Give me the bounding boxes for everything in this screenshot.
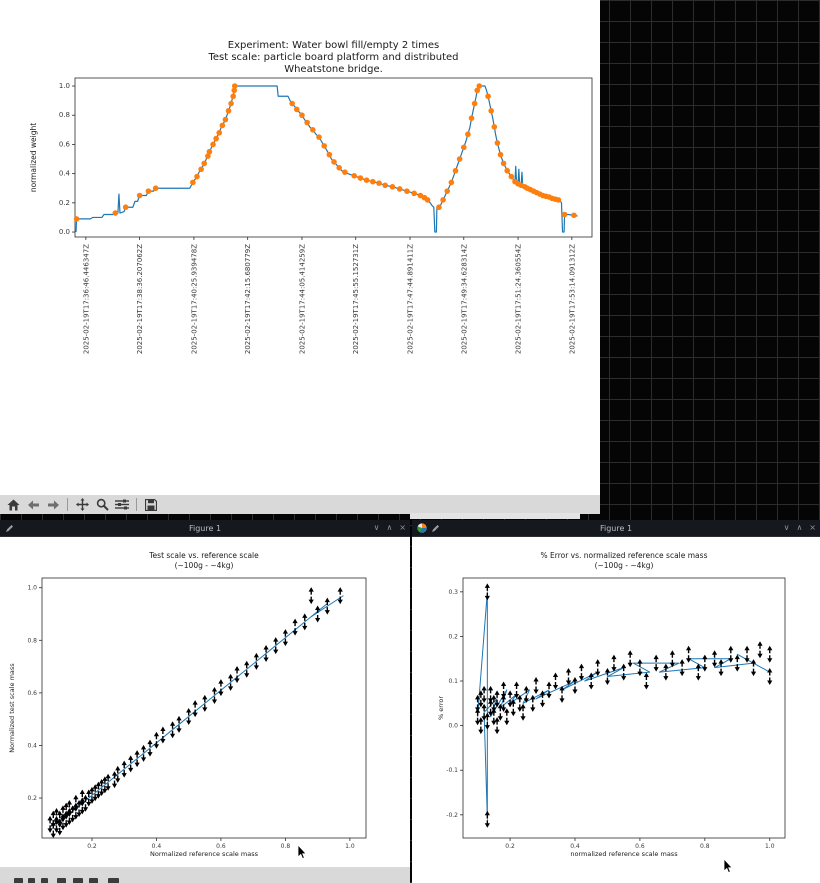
svg-text:1.0: 1.0 — [59, 82, 70, 90]
mouse-cursor — [297, 845, 308, 860]
svg-text:1.0: 1.0 — [765, 843, 775, 850]
svg-text:0.2: 0.2 — [27, 795, 37, 802]
zoom-icon[interactable] — [94, 498, 110, 512]
svg-text:0.6: 0.6 — [59, 140, 71, 148]
svg-text:Experiment: Water bowl fill/em: Experiment: Water bowl fill/empty 2 time… — [228, 40, 440, 51]
window-title: Figure 1 — [188, 523, 222, 533]
svg-text:2025-02-19T17:42:15.680779Z: 2025-02-19T17:42:15.680779Z — [244, 244, 252, 354]
svg-text:0.1: 0.1 — [448, 678, 458, 685]
partial-forward-icon[interactable] — [41, 878, 48, 883]
svg-text:0.8: 0.8 — [59, 111, 70, 119]
svg-text:0.4: 0.4 — [152, 843, 162, 850]
svg-text:2025-02-19T17:36:46.446347Z: 2025-02-19T17:36:46.446347Z — [82, 244, 90, 354]
right-chart[interactable]: % Error vs. normalized reference scale m… — [412, 537, 820, 883]
svg-text:(~100g - ~4kg): (~100g - ~4kg) — [595, 561, 654, 570]
left-window-titlebar[interactable]: Figure 1 ∨ ∧ × — [0, 520, 410, 537]
svg-text:0.2: 0.2 — [505, 843, 515, 850]
close-button[interactable]: × — [809, 523, 816, 532]
svg-text:Normalized reference scale mas: Normalized reference scale mass — [150, 850, 259, 858]
svg-text:0.2: 0.2 — [87, 843, 97, 850]
svg-text:2025-02-19T17:53:14.091312Z: 2025-02-19T17:53:14.091312Z — [568, 244, 576, 354]
svg-text:0.4: 0.4 — [570, 843, 580, 850]
right-window-titlebar[interactable]: Figure 1 ∨ ∧ × — [412, 520, 820, 537]
svg-text:2025-02-19T17:49:34.628314Z: 2025-02-19T17:49:34.628314Z — [460, 244, 468, 354]
svg-text:Wheatstone bridge.: Wheatstone bridge. — [284, 64, 383, 75]
pan-icon[interactable] — [74, 498, 90, 512]
svg-text:Test scale: particle board pla: Test scale: particle board platform and … — [207, 52, 458, 63]
mouse-cursor — [723, 859, 734, 874]
left-figure-window: Figure 1 ∨ ∧ × Test scale vs. reference … — [0, 520, 410, 883]
subplots-icon[interactable] — [114, 498, 130, 512]
toolbar-separator — [67, 498, 68, 511]
pencil-icon — [6, 524, 13, 532]
svg-text:0.8: 0.8 — [700, 843, 710, 850]
svg-text:0.4: 0.4 — [27, 742, 37, 749]
right-figure-window: Figure 1 ∨ ∧ × % Error vs. normalized re… — [412, 520, 820, 883]
svg-text:0.6: 0.6 — [635, 843, 645, 850]
svg-text:1.0: 1.0 — [27, 585, 37, 592]
svg-text:Normalized test scale mass: Normalized test scale mass — [8, 663, 16, 753]
svg-text:2025-02-19T17:45:55.152731Z: 2025-02-19T17:45:55.152731Z — [352, 244, 360, 354]
window-edge-sliver — [410, 513, 580, 519]
close-button[interactable]: × — [399, 523, 406, 532]
partial-zoom-icon[interactable] — [73, 878, 83, 883]
svg-text:0.8: 0.8 — [281, 843, 291, 850]
toolbar-separator — [136, 498, 137, 511]
matplotlib-toolbar — [0, 495, 600, 514]
left-chart[interactable]: Test scale vs. reference scale(~100g - ~… — [0, 537, 410, 867]
home-icon[interactable] — [5, 498, 21, 512]
svg-text:0.2: 0.2 — [448, 633, 458, 640]
svg-text:-0.2: -0.2 — [446, 812, 458, 819]
svg-text:0.6: 0.6 — [216, 843, 226, 850]
minimize-button[interactable]: ∨ — [783, 523, 790, 532]
svg-text:0.3: 0.3 — [448, 589, 458, 596]
top-chart-canvas[interactable]: Experiment: Water bowl fill/empty 2 time… — [0, 0, 600, 495]
partial-pan-icon[interactable] — [57, 878, 66, 883]
partial-subplots-icon[interactable] — [89, 878, 98, 883]
svg-text:2025-02-19T17:47:44.891411Z: 2025-02-19T17:47:44.891411Z — [407, 244, 415, 354]
svg-text:0.0: 0.0 — [59, 228, 70, 236]
forward-icon[interactable] — [45, 498, 61, 512]
svg-text:0.4: 0.4 — [59, 170, 71, 178]
svg-text:2025-02-19T17:40:25.939478Z: 2025-02-19T17:40:25.939478Z — [190, 244, 198, 354]
save-icon[interactable] — [143, 498, 159, 512]
svg-text:2025-02-19T17:38:36.207062Z: 2025-02-19T17:38:36.207062Z — [136, 244, 144, 354]
partial-save-icon[interactable] — [108, 878, 119, 883]
pencil-icon — [432, 524, 439, 532]
svg-text:Test scale vs. reference scale: Test scale vs. reference scale — [148, 551, 259, 560]
svg-text:0.8: 0.8 — [27, 637, 37, 644]
svg-text:-0.1: -0.1 — [446, 767, 458, 774]
left-partial-toolbar — [0, 867, 410, 883]
svg-text:0.0: 0.0 — [448, 723, 458, 730]
left-chart-canvas[interactable]: Test scale vs. reference scale (~100g - ~… — [0, 537, 410, 867]
top-figure-window: Experiment: Water bowl fill/empty 2 time… — [0, 0, 600, 514]
svg-text:normalized weight: normalized weight — [29, 123, 38, 192]
maximize-button[interactable]: ∧ — [796, 523, 803, 532]
svg-text:2025-02-19T17:51:24.360554Z: 2025-02-19T17:51:24.360554Z — [515, 244, 523, 354]
partial-back-icon[interactable] — [28, 878, 35, 883]
window-title: Figure 1 — [599, 523, 633, 533]
back-icon[interactable] — [25, 498, 41, 512]
matplotlib-logo-icon — [417, 523, 427, 533]
right-chart-canvas[interactable]: % Error vs. normalized reference scale m… — [412, 537, 820, 883]
svg-text:0.6: 0.6 — [27, 690, 37, 697]
maximize-button[interactable]: ∧ — [386, 523, 393, 532]
svg-text:1.0: 1.0 — [345, 843, 355, 850]
svg-text:% error: % error — [437, 696, 445, 720]
minimize-button[interactable]: ∨ — [373, 523, 380, 532]
svg-text:% Error vs. normalized referen: % Error vs. normalized reference scale m… — [541, 551, 708, 560]
partial-home-icon[interactable] — [14, 878, 23, 883]
svg-text:(~100g - ~4kg): (~100g - ~4kg) — [175, 561, 234, 570]
svg-text:0.2: 0.2 — [59, 199, 70, 207]
svg-text:normalized reference scale mas: normalized reference scale mass — [570, 850, 678, 858]
top-chart[interactable]: Experiment: Water bowl fill/empty 2 time… — [0, 0, 600, 495]
svg-text:2025-02-19T17:44:05.414259Z: 2025-02-19T17:44:05.414259Z — [298, 244, 306, 354]
